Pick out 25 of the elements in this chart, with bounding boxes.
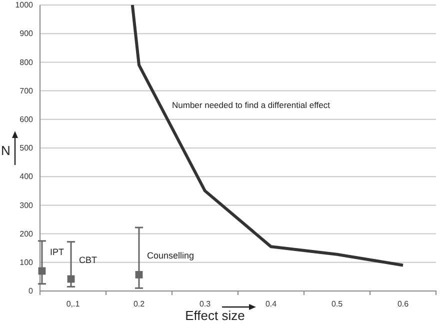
y-tick-label: 700 [20, 86, 34, 96]
series-label: IPT [50, 246, 64, 257]
y-tick-label: 1000 [15, 0, 34, 10]
y-tick-label: 600 [20, 114, 34, 124]
series-label: Counselling [147, 250, 194, 261]
y-tick-label: 800 [20, 58, 34, 67]
y-tick-label: 500 [20, 144, 34, 153]
x-tick-label: 0.4 [265, 300, 278, 309]
y-tick-label: 200 [20, 229, 34, 238]
series-label: Number needed to find a differential effect [172, 100, 331, 110]
series-label: CBT [79, 254, 98, 265]
x-tick-label: 0.3 [199, 300, 212, 309]
y-tick-label: 0 [28, 286, 34, 296]
point [135, 270, 143, 278]
x-tick-label: 0.2 [133, 300, 146, 309]
x-tick-label: 0,.1 [66, 300, 80, 309]
y-tick-label: 400 [20, 172, 34, 182]
x-tick-label: 0.5 [331, 300, 344, 309]
x-axis-title: Effect size [185, 308, 245, 323]
x-tick-label: 0.6 [397, 300, 410, 309]
y-tick-label: 100 [20, 258, 34, 267]
y-tick-label: 900 [20, 29, 34, 38]
line-series [130, 4, 404, 267]
y-tick-label: 300 [20, 200, 34, 210]
y-axis-title: N [1, 143, 10, 158]
